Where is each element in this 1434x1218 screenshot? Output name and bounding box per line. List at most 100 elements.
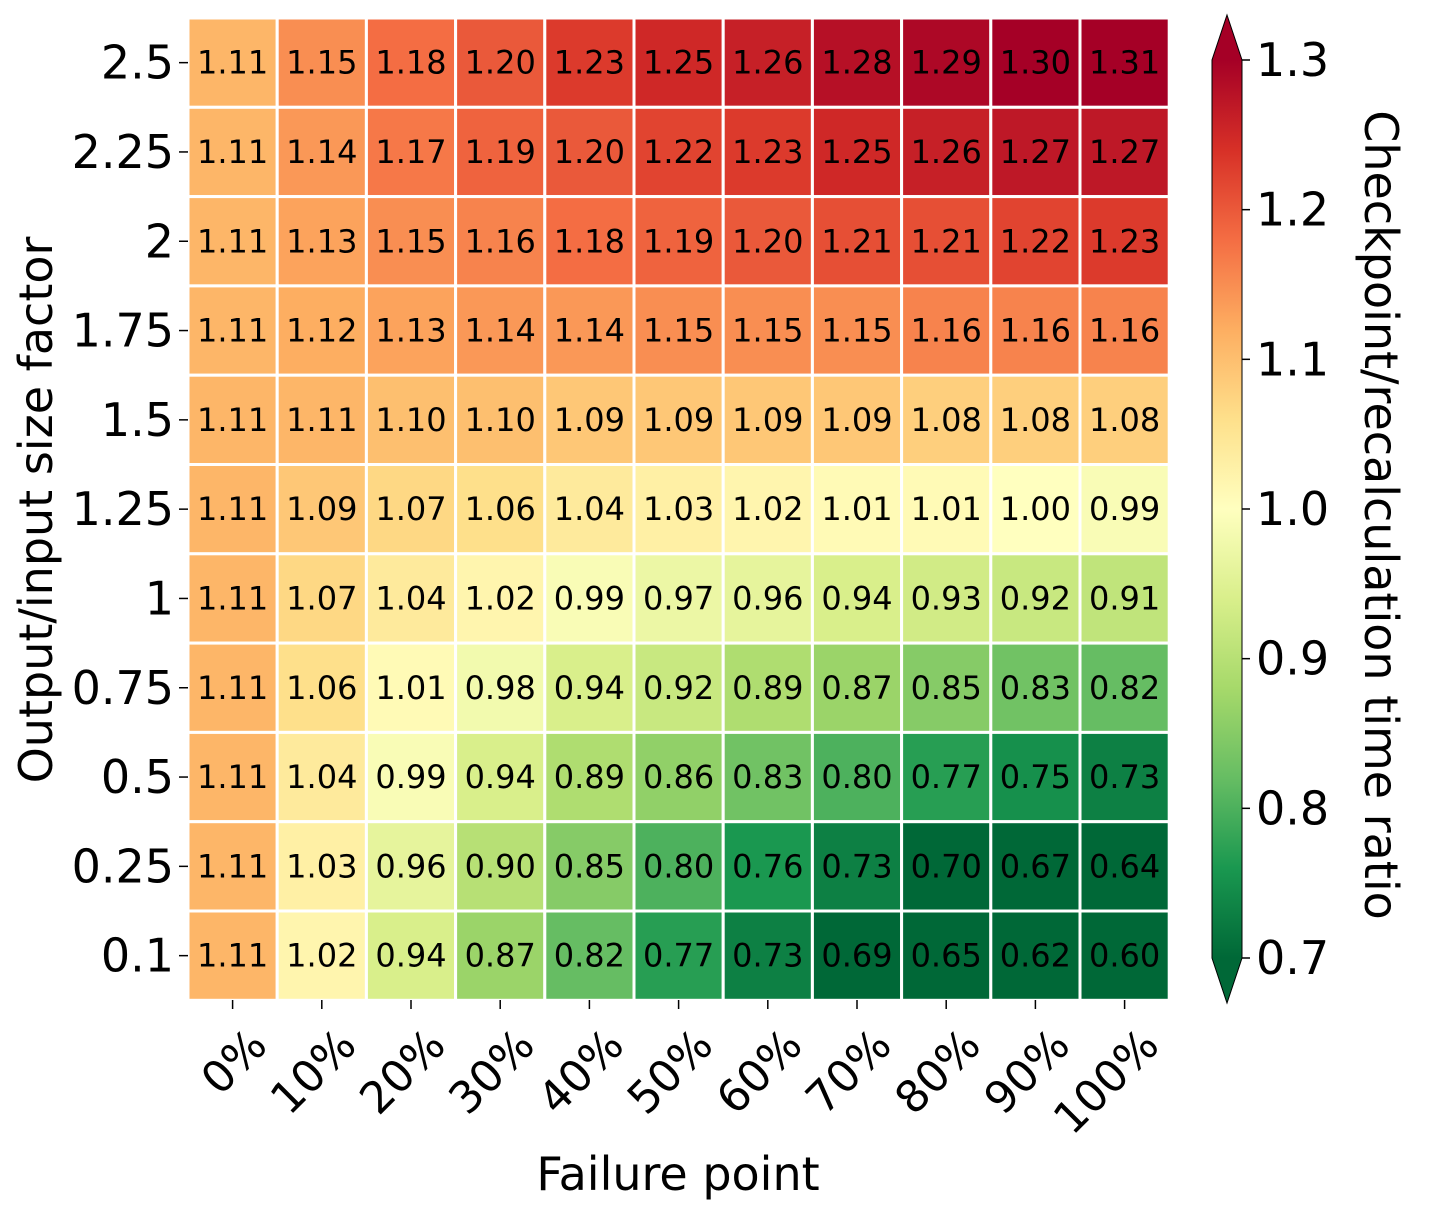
cell-value-label: 1.15 [643,312,714,350]
cell-value-label: 1.14 [465,312,536,350]
cell-value-label: 1.23 [732,133,803,171]
cell-value-label: 0.99 [1089,490,1160,528]
cell-value-label: 0.93 [911,579,982,617]
cell-value-label: 1.27 [1089,133,1160,171]
cell-value-label: 0.76 [732,847,803,885]
cell-value-label: 1.00 [1000,490,1071,528]
colorbar-tick-label: 0.8 [1256,781,1329,835]
y-tick-label: 0.1 [101,929,174,983]
colorbar-tick-label: 1.2 [1256,183,1329,237]
cell-value-label: 0.94 [821,579,892,617]
heatmap-cell [364,284,458,377]
cell-value-label: 0.98 [465,669,536,707]
colorbar-tick-label: 0.9 [1256,632,1329,686]
heatmap-cell [186,105,279,199]
cell-value-label: 0.64 [1089,847,1160,885]
cell-value-label: 1.18 [554,222,625,260]
colorbar-extend-max [1212,15,1242,60]
cell-value-label: 1.22 [1000,222,1071,260]
cell-value-label: 1.29 [911,44,982,82]
cell-value-label: 1.16 [465,222,536,260]
cell-value-label: 0.70 [911,847,982,885]
heatmap-cell [1078,16,1171,109]
heatmap-cell [454,641,547,734]
cell-value-label: 0.80 [643,847,714,885]
cell-value-label: 1.17 [375,133,446,171]
cell-value-label: 1.11 [197,490,268,528]
cell-value-label: 1.20 [732,222,803,260]
cell-value-label: 1.13 [286,222,357,260]
cell-value-label: 1.16 [1000,312,1071,350]
cell-value-label: 1.09 [554,401,625,439]
cell-value-label: 1.02 [732,490,803,528]
cell-value-label: 0.87 [821,669,892,707]
cell-value-label: 0.91 [1089,579,1160,617]
heatmap-cell [364,730,458,824]
heatmap-cell [1078,641,1171,734]
cell-value-label: 1.26 [732,44,803,82]
heatmap-cell [810,16,904,109]
heatmap-cell [454,463,547,556]
heatmap-cell [810,730,904,824]
cell-value-label: 1.23 [554,44,625,82]
heatmap-cell [275,552,368,645]
x-tick-label: 50% [618,1019,723,1124]
cell-value-label: 0.92 [1000,579,1071,617]
colorbar-tick-label: 1.3 [1256,33,1329,87]
heatmap-cell [632,16,725,109]
heatmap-cell [543,105,636,199]
heatmap-cell [275,909,368,1002]
heatmap-cell [186,552,279,645]
cell-value-label: 1.11 [197,669,268,707]
cell-value-label: 1.07 [375,490,446,528]
cell-value-label: 0.89 [732,669,803,707]
cell-value-label: 1.14 [554,312,625,350]
x-tick-label: 20% [350,1019,455,1124]
heatmap-cell [543,820,636,913]
y-tick-label: 1.25 [72,482,174,536]
cell-value-label: 1.10 [465,401,536,439]
colorbar-tick-label: 1.0 [1256,482,1329,536]
cell-value-label: 1.02 [465,579,536,617]
heatmap-cell [1078,730,1171,824]
y-tick-label: 2 [145,214,174,268]
colorbar-label: Checkpoint/recalculation time ratio [1354,110,1408,920]
y-tick-label: 2.25 [72,125,174,179]
cell-value-label: 1.01 [911,490,982,528]
heatmap-cell [721,195,814,288]
heatmap-cell [186,641,279,734]
cell-value-label: 1.15 [821,312,892,350]
y-tick-label: 1.75 [72,304,174,358]
cell-value-label: 1.28 [821,44,892,82]
cell-value-label: 1.03 [286,847,357,885]
cell-value-label: 1.11 [197,312,268,350]
y-axis-label: Output/input size factor [9,237,63,784]
heatmap-cell [810,641,904,734]
cell-value-label: 1.16 [911,312,982,350]
cell-value-label: 1.11 [197,758,268,796]
x-tick-label: 40% [529,1019,634,1124]
cell-value-label: 1.21 [911,222,982,260]
cell-value-label: 1.04 [554,490,625,528]
heatmap-cell [275,373,368,467]
heatmap-cell [1078,463,1171,556]
cell-value-label: 0.96 [732,579,803,617]
heatmap-cell [186,195,279,288]
colorbar-tick-label: 0.7 [1256,931,1329,985]
heatmap-cell [632,373,725,467]
heatmap-cell [454,820,547,913]
x-tick-label: 100% [1044,1019,1169,1144]
heatmap-cell [900,463,993,556]
heatmap-cell [721,373,814,467]
cell-value-label: 0.62 [1000,937,1071,975]
y-tick-labels: 2.5 2.25 2 1.75 1.5 1.25 1 0.75 0.5 0.25 0.1 [72,36,188,983]
x-tick-label: 30% [439,1019,544,1124]
heatmap-cell [1078,552,1171,645]
cell-value-label: 1.23 [1089,222,1160,260]
cell-value-label: 1.01 [375,669,446,707]
cell-value-label: 0.90 [465,847,536,885]
cell-value-label: 0.83 [732,758,803,796]
heatmap-cell [989,641,1082,734]
cell-value-label: 1.10 [375,401,446,439]
